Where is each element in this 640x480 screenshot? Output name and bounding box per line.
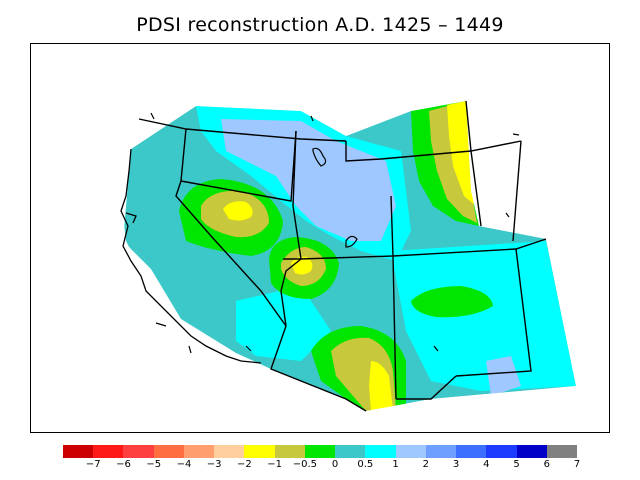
legend-label: 1 xyxy=(392,459,399,470)
legend-swatch xyxy=(546,445,577,458)
legend-label: −3 xyxy=(206,459,222,470)
mask-north xyxy=(131,44,471,149)
legend-swatch xyxy=(335,445,366,458)
legend-label: 0 xyxy=(331,459,339,470)
pdsi-map xyxy=(31,44,609,432)
legend-label: −5 xyxy=(146,459,162,470)
legend-swatch xyxy=(486,445,517,458)
legend-swatch xyxy=(244,445,275,458)
pdsi-region-yellow-ne xyxy=(447,101,476,206)
legend-swatch xyxy=(456,445,487,458)
map-frame xyxy=(30,43,610,433)
legend-swatch xyxy=(425,445,457,458)
map-title: PDSI reconstruction A.D. 1425 – 1449 xyxy=(136,14,504,36)
pdsi-region-lightblue-south xyxy=(486,356,521,396)
legend-label: −4 xyxy=(176,459,192,470)
pdsi-region-yellow-central xyxy=(291,256,313,275)
legend-label: 3 xyxy=(452,459,460,470)
legend-labels: −7 −6 −5 −4 −3 −2 −1 −0.5 0 0.5 1 2 3 4 5 6 7 xyxy=(63,459,581,473)
legend-swatch xyxy=(516,445,547,458)
legend-swatch xyxy=(183,445,215,458)
pdsi-region-cyan-south xyxy=(391,241,576,391)
legend-swatch xyxy=(365,445,396,458)
legend-swatch xyxy=(214,445,245,458)
pdsi-region-yellow-nw xyxy=(223,201,253,221)
legend-label: 6 xyxy=(543,459,550,470)
legend-swatch xyxy=(153,445,184,458)
legend-label: 0.5 xyxy=(357,459,374,470)
lakes xyxy=(150,112,520,354)
legend-swatch xyxy=(274,445,305,458)
legend-label: 2 xyxy=(422,459,429,470)
legend-label: −6 xyxy=(116,459,131,470)
legend-swatch xyxy=(123,445,154,458)
pdsi-region-lightblue-north xyxy=(221,119,396,241)
mask-south xyxy=(231,356,609,432)
legend-label: 5 xyxy=(513,459,520,470)
legend-label: −7 xyxy=(85,459,101,470)
legend-label: −1 xyxy=(267,459,283,470)
legend-label: 4 xyxy=(483,459,490,470)
legend-swatch xyxy=(93,445,124,458)
pdsi-region-green-east xyxy=(411,286,493,318)
state-boundaries xyxy=(138,100,547,412)
legend-label: −2 xyxy=(237,459,252,470)
coastline xyxy=(120,148,262,364)
legend-swatch xyxy=(395,445,426,458)
legend-swatch xyxy=(304,445,336,458)
pdsi-region-yellow-south xyxy=(369,361,393,411)
ocean-mask xyxy=(31,44,231,432)
legend-label: −0.5 xyxy=(292,459,318,470)
legend-swatch xyxy=(63,445,94,458)
color-legend xyxy=(63,445,577,458)
legend-label: 7 xyxy=(573,459,581,470)
mask-east xyxy=(466,44,609,432)
